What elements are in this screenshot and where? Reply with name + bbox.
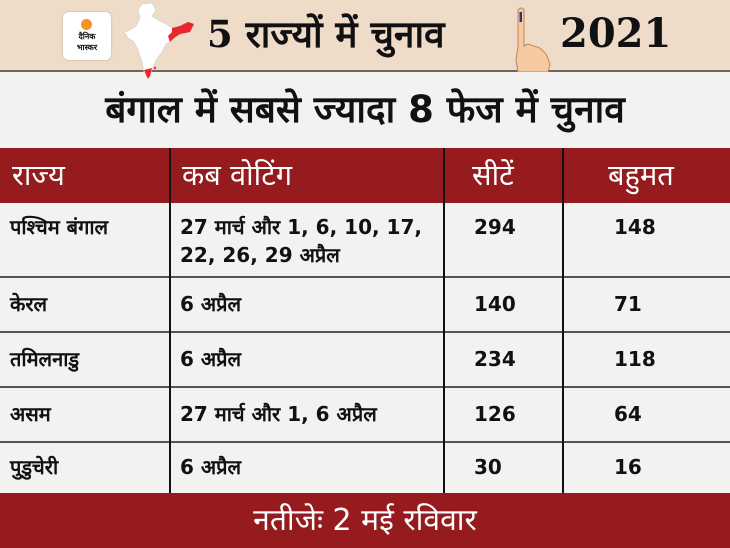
seats-cell: 30: [474, 455, 502, 479]
column-divider: [169, 148, 171, 493]
india-map-icon: [123, 2, 195, 79]
voting-date-cell-line2: 22, 26, 29 अप्रैल: [180, 243, 340, 267]
logo-text-line1: दैनिक: [78, 32, 96, 41]
table-row: पश्चिम बंगाल 27 मार्च और 1, 6, 10, 17, 2…: [0, 203, 730, 278]
majority-cell: 16: [614, 455, 642, 479]
seats-cell: 126: [474, 402, 516, 426]
table-header: राज्य कब वोटिंग सीटें बहुमत: [0, 148, 730, 203]
results-date-footer: नतीजेः 2 मई रविवार: [0, 493, 730, 548]
banner-year: 2021: [560, 10, 672, 57]
voting-date-cell: 6 अप्रैल: [180, 455, 242, 479]
state-cell: केरल: [10, 292, 48, 316]
logo-text-line2: भास्कर: [76, 43, 98, 52]
table-row: तमिलनाडु 6 अप्रैल 234 118: [0, 333, 730, 388]
majority-cell: 118: [614, 347, 656, 371]
seats-cell: 294: [474, 215, 516, 239]
voting-date-cell: 6 अप्रैल: [180, 292, 242, 316]
majority-cell: 64: [614, 402, 642, 426]
table-row: असम 27 मार्च और 1, 6 अप्रैल 126 64: [0, 388, 730, 443]
table-row: केरल 6 अप्रैल 140 71: [0, 278, 730, 333]
majority-cell: 71: [614, 292, 642, 316]
headline: बंगाल में सबसे ज्यादा 8 फेज में चुनाव: [105, 88, 625, 131]
banner-title: 5 राज्यों में चुनाव: [207, 12, 445, 56]
voting-finger-icon: [515, 7, 551, 72]
column-divider: [443, 148, 445, 493]
header-state: राज्य: [12, 158, 65, 192]
voting-date-cell: 6 अप्रैल: [180, 347, 242, 371]
voting-date-cell: 27 मार्च और 1, 6 अप्रैल: [180, 402, 377, 426]
header-voting-date: कब वोटिंग: [182, 158, 293, 192]
banner: दैनिक भास्कर 5 राज्यों में चुनाव 2021: [0, 0, 730, 79]
column-divider: [562, 148, 564, 493]
header-seats: सीटें: [472, 158, 514, 192]
header-majority: बहुमत: [608, 158, 674, 192]
state-cell: असम: [10, 402, 51, 426]
state-cell: पश्चिम बंगाल: [10, 215, 109, 239]
dainik-bhaskar-logo: दैनिक भास्कर: [63, 12, 111, 60]
seats-cell: 140: [474, 292, 516, 316]
seats-cell: 234: [474, 347, 516, 371]
state-cell: पुडुचेरी: [10, 455, 59, 479]
state-cell: तमिलनाडु: [10, 347, 80, 371]
logo-sun-icon: [81, 19, 92, 30]
majority-cell: 148: [614, 215, 656, 239]
table-row: पुडुचेरी 6 अप्रैल 30 16: [0, 443, 730, 493]
voting-date-cell: 27 मार्च और 1, 6, 10, 17,: [180, 215, 422, 239]
